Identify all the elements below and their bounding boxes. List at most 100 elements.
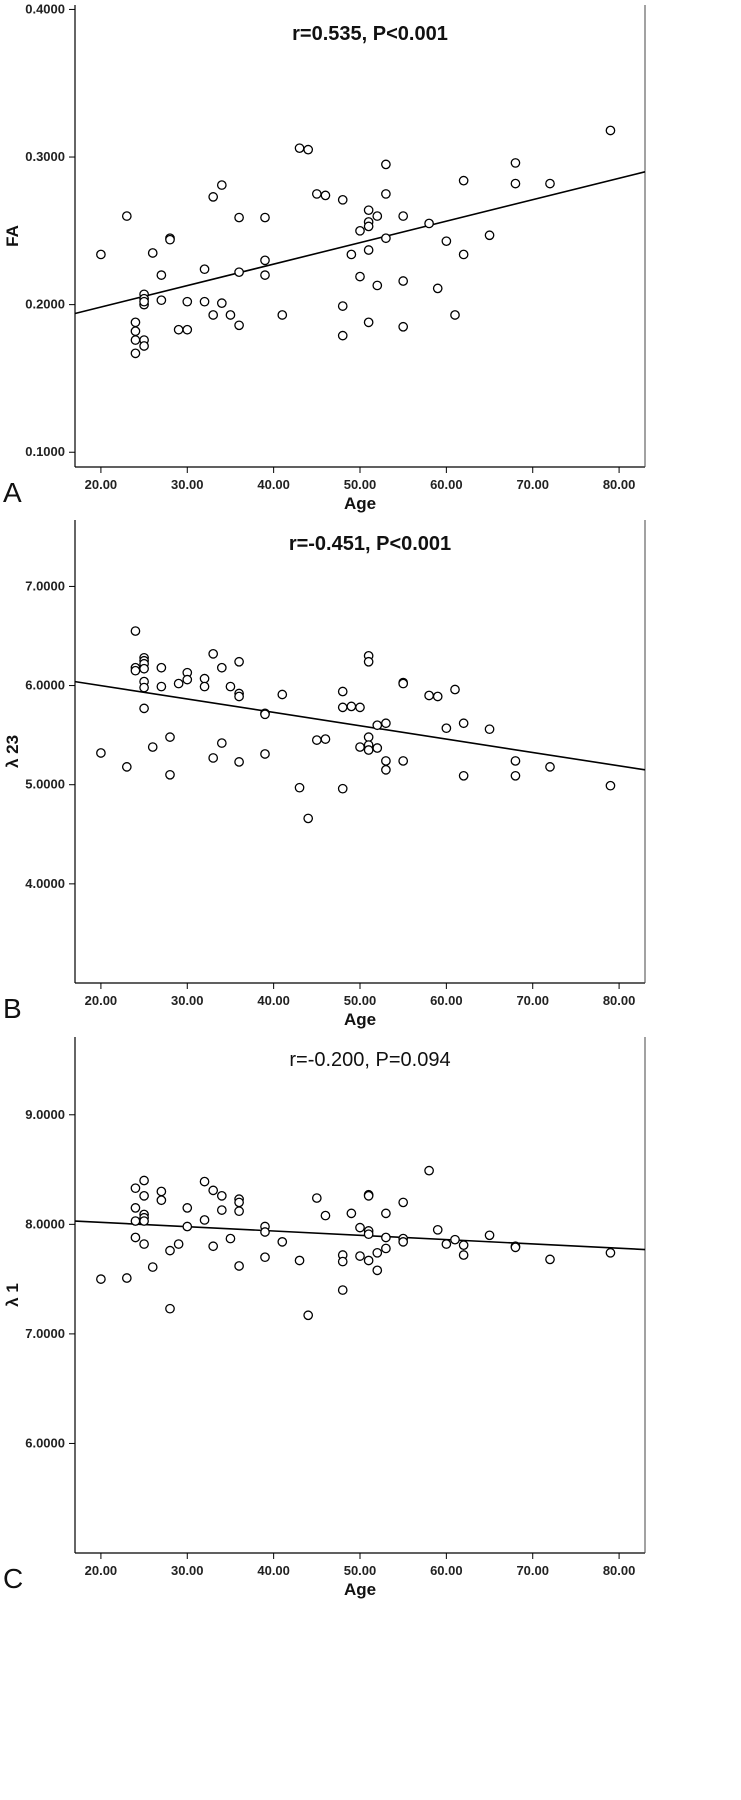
data-point xyxy=(234,656,244,667)
data-point xyxy=(130,1232,141,1243)
data-point xyxy=(294,782,305,793)
data-point xyxy=(294,1255,305,1266)
data-point xyxy=(199,681,210,692)
data-point xyxy=(424,690,434,701)
data-point xyxy=(147,1262,158,1272)
data-point xyxy=(139,1191,149,1201)
x-tick-label: 80.00 xyxy=(603,993,636,1008)
data-point xyxy=(234,1197,244,1208)
y-tick-label: 8.0000 xyxy=(25,1216,65,1231)
data-point xyxy=(363,732,374,742)
data-point xyxy=(545,762,555,772)
data-point xyxy=(337,783,348,794)
data-point xyxy=(260,212,270,223)
regression-line xyxy=(74,171,646,315)
data-point xyxy=(96,748,106,758)
data-point xyxy=(372,1265,383,1276)
data-point xyxy=(381,1232,391,1243)
data-point xyxy=(147,248,158,258)
data-point xyxy=(337,301,348,311)
data-point xyxy=(216,1205,227,1215)
data-point xyxy=(208,648,219,659)
data-point xyxy=(260,1252,270,1263)
data-point xyxy=(510,770,521,781)
data-point xyxy=(139,296,149,307)
data-point xyxy=(139,1216,149,1226)
data-point xyxy=(311,1193,322,1203)
correlation-annotation: r=-0.200, P=0.094 xyxy=(289,1049,450,1071)
y-tick-label: 6.0000 xyxy=(25,1435,65,1450)
panel-label: A xyxy=(3,477,22,508)
data-point xyxy=(173,678,184,689)
data-point xyxy=(510,178,521,189)
data-point xyxy=(182,296,193,307)
x-tick-label: 20.00 xyxy=(85,477,118,492)
data-point xyxy=(441,1239,452,1249)
data-point xyxy=(372,743,383,753)
data-point xyxy=(320,1210,331,1221)
data-point xyxy=(398,1197,409,1208)
x-tick-label: 60.00 xyxy=(430,993,463,1008)
chart-panel-a: 20.00 30.00 40.00 50.00 60.00 70.00 80.00 0.100… xyxy=(3,1,646,513)
panel-label: C xyxy=(3,1563,23,1594)
x-tick-label: 20.00 xyxy=(85,993,118,1008)
data-point xyxy=(381,1243,391,1254)
data-point xyxy=(510,1242,521,1253)
data-point xyxy=(260,255,270,266)
x-tick-label: 40.00 xyxy=(257,993,290,1008)
data-point xyxy=(363,1229,374,1240)
data-point xyxy=(277,689,288,700)
data-point xyxy=(182,1203,193,1213)
data-point xyxy=(458,175,469,186)
data-point xyxy=(182,324,193,335)
chart-panel-b: 20.00 30.00 40.00 50.00 60.00 70.00 80.00 4.000… xyxy=(3,520,646,1029)
data-point xyxy=(510,158,521,168)
data-point xyxy=(381,718,391,729)
correlation-annotation: r=0.535, P<0.001 xyxy=(292,23,448,45)
data-point xyxy=(234,691,244,702)
data-point xyxy=(355,225,365,236)
y-tick-label: 9.0000 xyxy=(25,1107,65,1122)
data-point xyxy=(277,1237,288,1247)
data-point xyxy=(96,249,106,260)
data-point xyxy=(432,283,443,294)
x-tick-label: 40.00 xyxy=(257,477,290,492)
data-point xyxy=(441,723,452,734)
data-point xyxy=(225,310,236,320)
data-point xyxy=(381,189,391,199)
x-tick-label: 80.00 xyxy=(603,1563,636,1578)
data-point xyxy=(260,270,270,280)
data-point xyxy=(208,753,219,763)
data-point xyxy=(424,1165,434,1176)
data-point xyxy=(156,295,167,306)
y-tick-label: 7.0000 xyxy=(25,1326,65,1341)
data-point xyxy=(139,703,149,714)
data-point xyxy=(199,296,210,307)
data-point xyxy=(545,1254,555,1265)
data-point xyxy=(130,1216,141,1226)
x-tick-label: 50.00 xyxy=(344,993,377,1008)
correlation-annotation: r=-0.451, P<0.001 xyxy=(289,533,451,555)
data-point xyxy=(432,691,443,702)
data-point xyxy=(165,732,175,742)
data-point xyxy=(320,190,331,201)
data-point xyxy=(130,317,141,328)
data-point xyxy=(165,1303,175,1314)
data-point xyxy=(216,298,227,309)
x-axis-title: Age xyxy=(344,1580,376,1599)
y-tick-label: 7.0000 xyxy=(25,578,65,593)
data-point xyxy=(130,335,141,345)
data-point xyxy=(303,1310,314,1321)
x-tick-label: 70.00 xyxy=(516,993,549,1008)
data-point xyxy=(398,756,409,766)
x-axis-title: Age xyxy=(344,494,376,513)
data-point xyxy=(147,742,158,752)
x-tick-label: 30.00 xyxy=(171,993,204,1008)
data-point xyxy=(450,1234,460,1245)
data-point xyxy=(225,1233,236,1244)
data-point xyxy=(381,159,391,170)
data-point xyxy=(260,1227,270,1237)
data-point xyxy=(182,674,193,685)
data-point xyxy=(337,1256,348,1267)
x-tick-label: 60.00 xyxy=(430,1563,463,1578)
